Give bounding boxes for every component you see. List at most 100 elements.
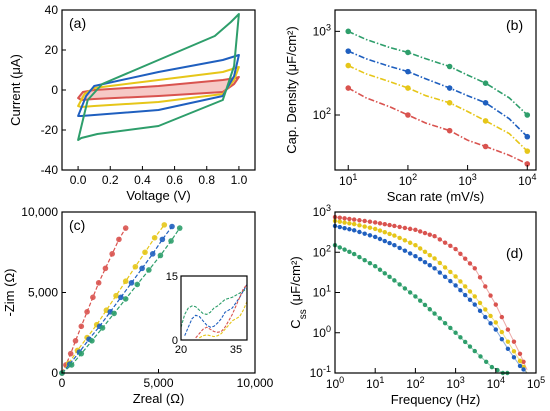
css-point [472,294,477,299]
css-point [462,292,468,298]
cap-point [345,85,352,91]
css-point [397,245,402,251]
cap-point [446,63,453,70]
css-point [373,234,378,240]
css-point [432,256,437,261]
css-point [417,256,423,262]
nyquist-point [151,234,158,241]
cap-point [446,127,453,134]
cap-line-3 [347,64,528,152]
css-point [511,349,517,354]
nyquist-point [132,263,139,270]
cap-point [446,99,453,106]
y-tick-label-a: 20 [45,43,59,57]
css-point [488,313,493,319]
nyquist-point [176,225,183,231]
y-axis-title-c: -Zim (Ω) [2,269,17,317]
css-line-2 [334,220,528,374]
css-point [458,335,463,340]
css-point [347,249,352,255]
css-point [462,284,468,289]
css-point [382,238,387,244]
panel-d: 100 101 102 103 104 10510-1100101102103(d)Fre… [288,203,545,407]
css-point [377,267,383,272]
css-point [362,231,367,236]
css-point [499,314,505,320]
css-point [453,330,458,335]
css-point [382,271,387,276]
y-axis-title-b: Cap. Density (μF/cm²) [284,26,299,153]
css-point [337,215,342,220]
css-point [511,339,517,344]
css-point [392,233,397,238]
css-point [493,302,498,307]
nyquist-point [168,238,174,244]
css-point [342,247,347,252]
nyquist-point [139,265,145,272]
nyquist-point [84,309,90,315]
y-tick-label-c: 0 [51,366,58,380]
x-tick-label-d: 100 [326,375,344,391]
nyquist-point [111,310,117,317]
css-point [472,348,477,354]
css-point [422,302,428,308]
css-point [427,232,432,237]
css-point [437,270,443,275]
x-axis-title-d: Frequency (Hz) [391,392,481,407]
y-tick-label-d: 102 [313,243,331,259]
css-point [373,220,378,225]
css-point [367,260,373,266]
css-point [521,367,526,372]
nyquist-point [116,236,122,243]
x-tick-label-c: 0 [59,376,66,390]
css-point [397,282,402,287]
x-tick-label-b: 103 [458,172,476,188]
nyquist-point [102,265,109,272]
css-point [483,307,488,312]
nyquist-point [109,251,115,257]
css-point [392,278,397,283]
y-tick-label-a: -40 [41,163,59,177]
cv-curve-3 [77,54,240,117]
y-tick-label-a: 0 [51,83,58,97]
css-point [427,307,432,312]
inset-frame [180,275,248,341]
inset-line-2 [184,284,248,336]
inset-x-tick-label: 20 [175,344,187,356]
cap-point [482,143,489,150]
css-point [517,363,523,369]
css-point [342,220,347,225]
x-tick-label-d: 103 [446,375,464,391]
cap-point [405,112,411,118]
css-point [392,223,397,229]
css-point [387,222,392,228]
css-point [347,221,352,226]
nyquist-point [68,362,75,368]
y-axis-title-d: Css (μF/cm²) [288,256,309,328]
nyquist-point [99,325,106,331]
css-point [422,230,428,236]
inset-x-tick-label: 35 [230,344,242,356]
css-point [499,336,505,342]
nyquist-point [72,338,79,344]
x-tick-label-a: 1.0 [231,173,248,187]
nyquist-point [78,323,85,330]
css-point [351,251,357,257]
cap-point [345,28,352,35]
panel-a: 0.0 0.2 0.4 0.6 0.8 1.0 -40 -20 0 20 40 (a) Voltage … [8,3,256,203]
css-point [437,316,443,321]
css-point [477,275,483,280]
css-point [432,311,437,316]
y-tick-label-a: 40 [45,3,59,17]
css-point [422,260,428,265]
cap-point [345,48,352,54]
cap-point [405,49,411,56]
nyquist-point [128,280,135,286]
css-point [347,227,352,232]
x-tick-label-a: 0.6 [166,173,183,187]
y-tick-label-c: 5,000 [28,286,58,300]
cv-curve-2 [77,66,240,108]
nyquist-point [134,281,141,288]
panel-label-c: (c) [69,217,85,233]
css-point [427,252,432,258]
